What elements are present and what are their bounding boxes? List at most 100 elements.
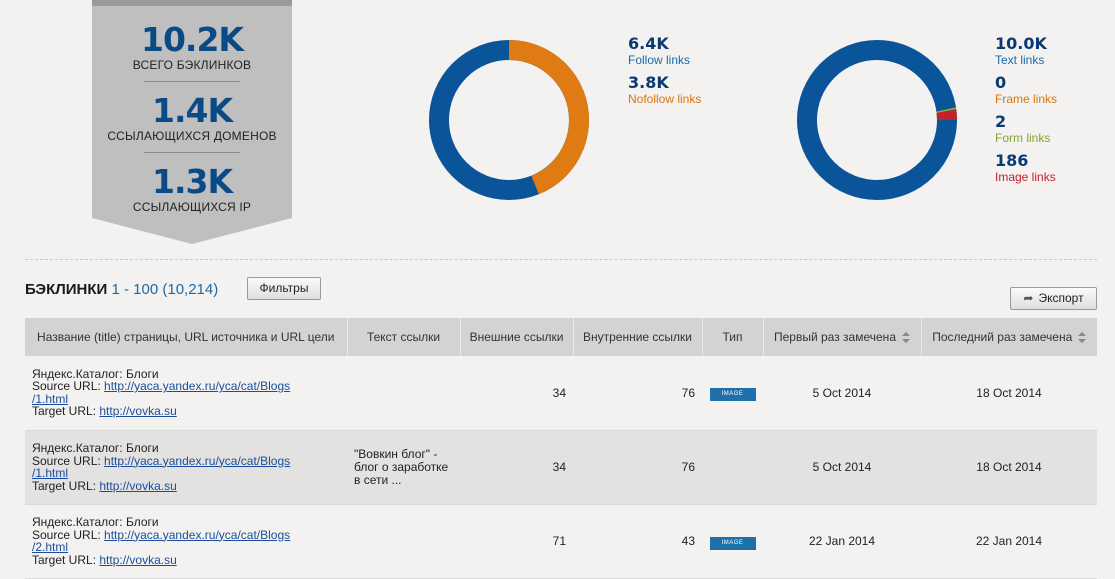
cell-external: 34 xyxy=(460,356,573,431)
image-type-badge: IMAGE xyxy=(709,388,756,402)
target-prefix: Target URL: xyxy=(32,552,97,567)
stats-panel: 10.2K ВСЕГО БЭКЛИНКОВ 1.4K ССЫЛАЮЩИХСЯ Д… xyxy=(92,0,292,244)
target-url-link[interactable]: http://vovka.su xyxy=(99,552,177,567)
cell-type: IMAGE xyxy=(702,356,763,431)
page-title: Яндекс.Каталог: Блоги xyxy=(32,515,159,529)
referring-domains-value: 1.4K xyxy=(151,91,233,130)
target-url-line: Target URL: http://vovka.su xyxy=(32,552,347,567)
backlinks-section-title: БЭКЛИНКИ 1 - 100 (10,214) xyxy=(25,281,218,298)
cell-internal: 76 xyxy=(573,356,702,431)
cell-anchor xyxy=(347,504,460,579)
cell-first-seen: 22 Jan 2014 xyxy=(763,504,921,579)
stat-divider xyxy=(144,152,240,153)
export-button-label: Экспорт xyxy=(1038,291,1084,305)
referring-ips-value: 1.3K xyxy=(151,162,233,201)
section-range: 1 - 100 (10,214) xyxy=(111,281,219,298)
section-heading: БЭКЛИНКИ xyxy=(25,281,108,298)
col-external-links[interactable]: Внешние ссылки xyxy=(459,318,573,356)
legend-item-nofollow: 3.8K Nofollow links xyxy=(628,73,701,106)
col-title-url[interactable]: Название (title) страницы, URL источника… xyxy=(25,318,347,356)
link-type-legend: 10.0K Text links 0 Frame links 2 Form li… xyxy=(995,34,1057,190)
source-prefix: Source URL: xyxy=(32,379,101,394)
follow-legend: 6.4K Follow links 3.8K Nofollow links xyxy=(628,34,701,112)
legend-label: Frame links xyxy=(995,92,1058,106)
filters-button[interactable]: Фильтры xyxy=(247,277,321,300)
cell-last-seen: 18 Oct 2014 xyxy=(921,356,1097,431)
target-url-link[interactable]: http://vovka.su xyxy=(99,404,177,419)
source-url-link[interactable]: http://yaca.yandex.ru/yca/cat/Blogs xyxy=(104,453,291,468)
backlinks-table: Название (title) страницы, URL источника… xyxy=(25,318,1097,579)
filters-button-label: Фильтры xyxy=(259,281,309,295)
col-type[interactable]: Тип xyxy=(701,318,763,356)
col-anchor-text[interactable]: Текст ссылки xyxy=(346,318,460,356)
follow-donut-chart xyxy=(429,40,589,200)
legend-value: 186 xyxy=(995,151,1029,170)
source-url-link[interactable]: http://yaca.yandex.ru/yca/cat/Blogs xyxy=(104,379,291,394)
nofollow-slice xyxy=(508,40,589,195)
cell-anchor xyxy=(347,356,460,431)
text-links-slice xyxy=(797,40,957,200)
legend-value: 10.0K xyxy=(995,34,1047,53)
link-type-donut-chart xyxy=(797,40,957,200)
share-arrow-icon: ➦ xyxy=(1023,291,1034,305)
source-prefix: Source URL: xyxy=(32,527,101,542)
table-row: Яндекс.Каталог: Блоги Source URL: http:/… xyxy=(25,504,1097,579)
legend-value: 2 xyxy=(995,112,1007,131)
referring-domains-label: ССЫЛАЮЩИХСЯ ДОМЕНОВ xyxy=(107,129,277,143)
cell-last-seen: 18 Oct 2014 xyxy=(921,430,1097,505)
source-url-line: Source URL: http://yaca.yandex.ru/yca/ca… xyxy=(32,380,347,405)
col-last-seen-label: Последний раз замечена xyxy=(932,330,1073,344)
sort-icon xyxy=(902,332,910,344)
cell-external: 71 xyxy=(460,504,573,579)
legend-value: 6.4K xyxy=(628,34,669,53)
cell-first-seen: 5 Oct 2014 xyxy=(763,356,921,431)
source-url-link[interactable]: http://yaca.yandex.ru/yca/cat/Blogs xyxy=(104,527,291,542)
section-divider xyxy=(25,259,1097,260)
legend-label: Image links xyxy=(995,170,1056,184)
legend-item-frame: 0 Frame links xyxy=(995,73,1057,106)
source-url-line: Source URL: http://yaca.yandex.ru/yca/ca… xyxy=(32,453,347,480)
legend-item-text: 10.0K Text links xyxy=(995,34,1057,67)
col-internal-links[interactable]: Внутренние ссылки xyxy=(572,318,702,356)
legend-item-form: 2 Form links xyxy=(995,112,1057,145)
total-backlinks-label: ВСЕГО БЭКЛИНКОВ xyxy=(132,58,252,72)
legend-item-image: 186 Image links xyxy=(995,151,1057,184)
cell-anchor: "Вовкин блог" - блог о заработке в сети … xyxy=(347,430,460,505)
cell-first-seen: 5 Oct 2014 xyxy=(763,430,921,505)
referring-ips-label: ССЫЛАЮЩИХСЯ IP xyxy=(132,200,252,214)
stat-divider xyxy=(144,81,240,82)
cell-type: IMAGE xyxy=(702,504,763,579)
page-title: Яндекс.Каталог: Блоги xyxy=(32,366,159,381)
col-first-seen-label: Первый раз замечена xyxy=(774,330,896,344)
image-links-slice xyxy=(936,109,957,121)
source-url-link[interactable]: /1.html xyxy=(32,466,69,480)
total-backlinks-value: 10.2K xyxy=(141,20,244,59)
table-row: Яндекс.Каталог: Блоги Source URL: http:/… xyxy=(25,356,1097,431)
legend-value: 0 xyxy=(995,73,1007,92)
legend-value: 3.8K xyxy=(628,73,669,92)
export-button[interactable]: ➦ Экспорт xyxy=(1010,287,1097,310)
legend-label: Nofollow links xyxy=(628,92,702,106)
cell-type xyxy=(702,430,763,505)
page-title: Яндекс.Каталог: Блоги xyxy=(32,441,159,455)
stats-panel-background xyxy=(92,0,292,244)
legend-item-follow: 6.4K Follow links xyxy=(628,34,701,67)
target-url-link[interactable]: http://vovka.su xyxy=(99,478,177,493)
target-url-line: Target URL: http://vovka.su xyxy=(32,405,347,418)
referring-domains-stat: 1.4K ССЫЛАЮЩИХСЯ ДОМЕНОВ xyxy=(92,91,292,144)
legend-label: Text links xyxy=(995,53,1045,67)
referring-ips-stat: 1.3K ССЫЛАЮЩИХСЯ IP xyxy=(92,162,292,215)
source-url-line: Source URL: http://yaca.yandex.ru/yca/ca… xyxy=(32,527,347,554)
cell-external: 34 xyxy=(460,430,573,505)
target-prefix: Target URL: xyxy=(32,404,97,419)
col-first-seen[interactable]: Первый раз замечена xyxy=(762,318,921,356)
legend-label: Form links xyxy=(995,131,1051,145)
legend-label: Follow links xyxy=(628,53,691,67)
table-row: Яндекс.Каталог: Блоги Source URL: http:/… xyxy=(25,430,1097,505)
target-url-line: Target URL: http://vovka.su xyxy=(32,478,347,493)
col-last-seen[interactable]: Последний раз замечена xyxy=(920,318,1097,356)
target-prefix: Target URL: xyxy=(32,478,97,493)
source-url-link[interactable]: /1.html xyxy=(32,391,69,406)
source-prefix: Source URL: xyxy=(32,453,101,468)
source-url-link[interactable]: /2.html xyxy=(32,540,69,554)
